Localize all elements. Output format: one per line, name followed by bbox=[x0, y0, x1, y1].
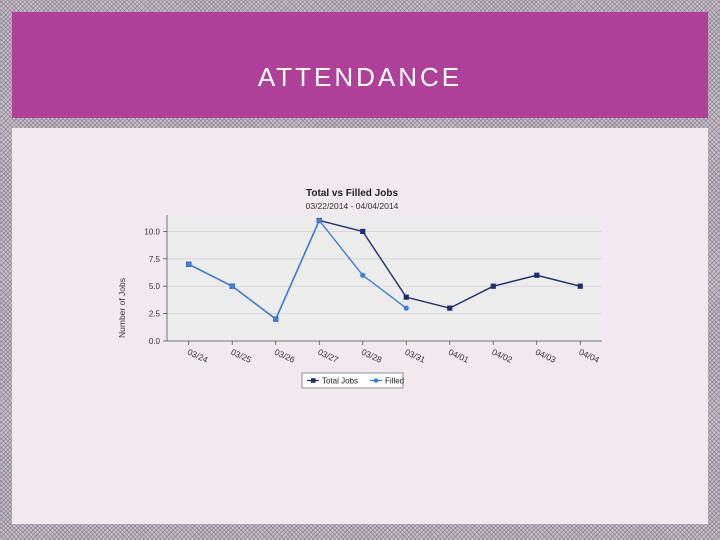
legend-label-total-jobs: Total Jobs bbox=[322, 377, 358, 386]
x-tick-label: 03/31 bbox=[403, 347, 427, 365]
legend-marker-total-jobs bbox=[311, 378, 316, 383]
chart-svg: Total vs Filled Jobs 03/22/2014 - 04/04/… bbox=[117, 188, 602, 389]
chart-subtitle: 03/22/2014 - 04/04/2014 bbox=[306, 201, 399, 211]
x-tick-label: 03/28 bbox=[360, 347, 384, 365]
x-tick-label: 03/24 bbox=[186, 347, 210, 365]
point-filled bbox=[360, 272, 366, 278]
point-filled bbox=[403, 305, 409, 311]
point-filled bbox=[186, 261, 192, 267]
y-tick-label: 2.5 bbox=[149, 310, 161, 319]
x-tick-label: 03/27 bbox=[316, 347, 340, 365]
point-filled bbox=[316, 217, 322, 224]
y-tick-label: 0.0 bbox=[149, 337, 161, 346]
x-tick-label: 03/25 bbox=[229, 347, 253, 365]
x-tick-label: 04/04 bbox=[577, 347, 601, 365]
x-tick-label: 03/26 bbox=[273, 347, 297, 365]
point-filled bbox=[229, 283, 235, 289]
point-total-jobs bbox=[490, 283, 496, 289]
point-total-jobs bbox=[577, 283, 583, 289]
point-total-jobs bbox=[403, 294, 409, 300]
title-banner: ATTENDANCE bbox=[12, 12, 708, 118]
legend-box bbox=[301, 372, 404, 389]
x-tick-label: 04/03 bbox=[534, 347, 558, 365]
x-tick-label: 04/02 bbox=[490, 347, 514, 365]
slide-title: ATTENDANCE bbox=[257, 62, 463, 92]
y-axis-label: Number of Jobs bbox=[117, 278, 127, 338]
plot-area bbox=[167, 215, 602, 341]
y-tick-label: 5.0 bbox=[149, 282, 161, 291]
point-total-jobs bbox=[534, 272, 540, 278]
point-total-jobs bbox=[360, 228, 366, 235]
chart: Total vs Filled Jobs 03/22/2014 - 04/04/… bbox=[112, 178, 612, 398]
series-line-filled bbox=[188, 219, 407, 321]
chart-title: Total vs Filled Jobs bbox=[306, 188, 398, 199]
content-area: Total vs Filled Jobs 03/22/2014 - 04/04/… bbox=[12, 128, 708, 524]
legend-marker-filled bbox=[373, 378, 379, 383]
y-tick-label: 7.5 bbox=[149, 255, 161, 264]
x-tick-label: 04/01 bbox=[447, 347, 471, 365]
point-total-jobs bbox=[447, 305, 453, 311]
point-filled bbox=[273, 316, 279, 322]
y-tick-label: 10.0 bbox=[144, 227, 160, 236]
legend-label-filled: Filled bbox=[385, 377, 404, 386]
